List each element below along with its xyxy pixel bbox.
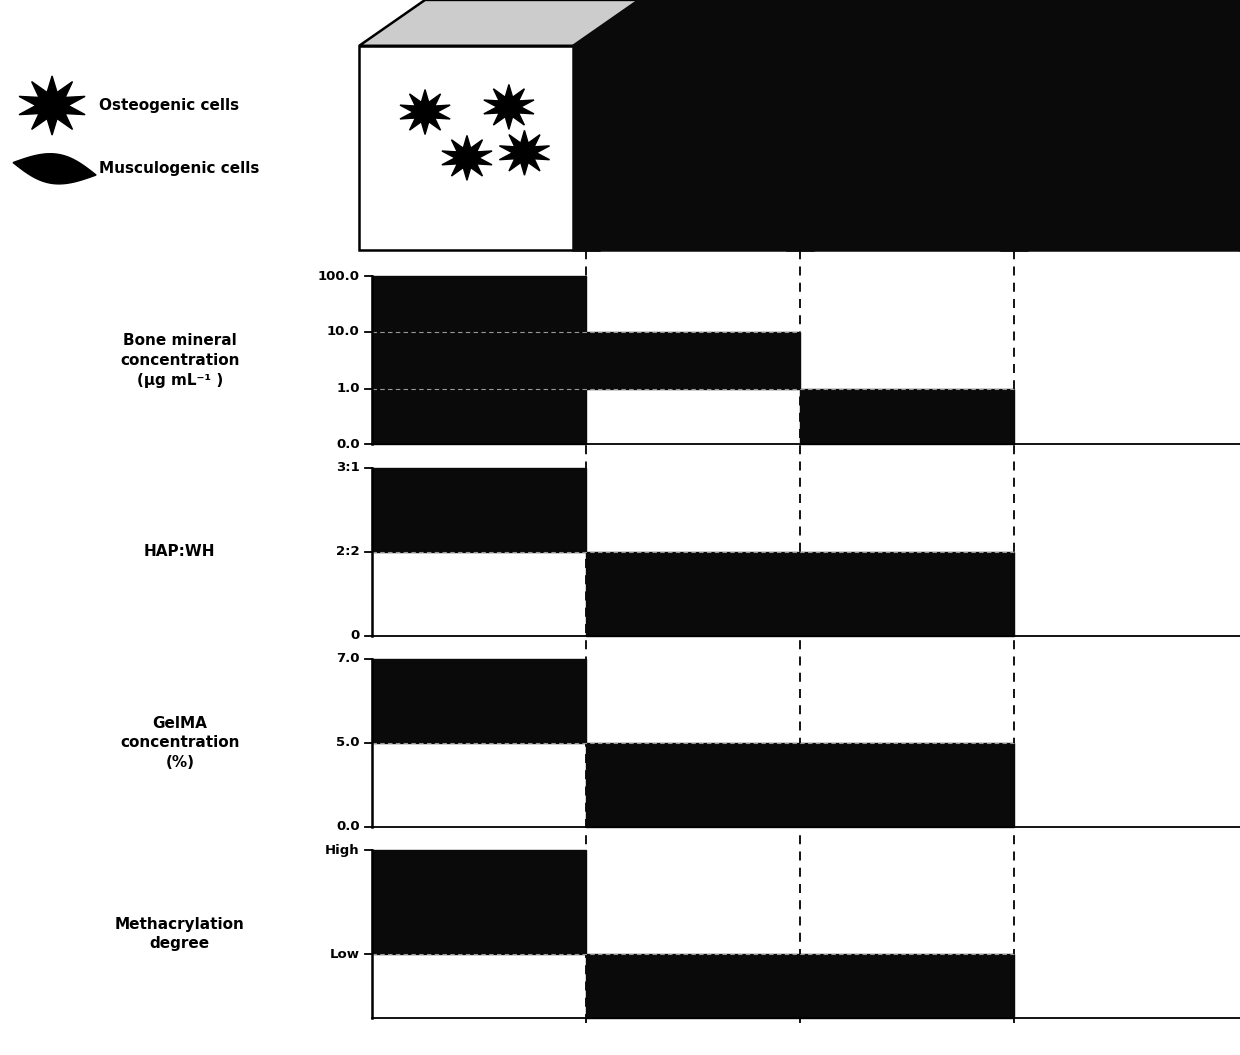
- Text: Interface 2: Interface 2: [852, 4, 962, 22]
- Polygon shape: [14, 154, 95, 184]
- Polygon shape: [573, 0, 878, 45]
- Text: 2:2: 2:2: [336, 545, 360, 558]
- Polygon shape: [1001, 45, 1240, 250]
- Polygon shape: [500, 131, 549, 175]
- Text: Osteogenic cells: Osteogenic cells: [99, 98, 239, 113]
- Text: 1.0: 1.0: [336, 383, 360, 396]
- Polygon shape: [1001, 0, 1240, 45]
- Text: 7.0: 7.0: [336, 652, 360, 666]
- Bar: [585, 332, 800, 389]
- Text: Muscle: Muscle: [1085, 4, 1156, 22]
- Polygon shape: [812, 0, 878, 250]
- Text: 0: 0: [351, 629, 360, 642]
- Text: Musculogenic cells: Musculogenic cells: [99, 161, 259, 176]
- Polygon shape: [787, 45, 1027, 250]
- Polygon shape: [441, 135, 492, 180]
- Text: Bone: Bone: [454, 4, 505, 22]
- Polygon shape: [19, 76, 86, 135]
- Text: 10.0: 10.0: [327, 325, 360, 339]
- Bar: [585, 743, 1013, 827]
- Bar: [372, 276, 585, 444]
- Polygon shape: [401, 90, 450, 134]
- Text: 100.0: 100.0: [317, 270, 360, 283]
- Text: Methacrylation
degree: Methacrylation degree: [115, 917, 244, 952]
- Text: 0.0: 0.0: [336, 438, 360, 450]
- Text: HAP:WH: HAP:WH: [144, 544, 216, 559]
- Text: 5.0: 5.0: [336, 736, 360, 749]
- Text: High: High: [325, 844, 360, 857]
- Polygon shape: [360, 45, 599, 250]
- Bar: [800, 389, 1013, 444]
- Text: Low: Low: [330, 947, 360, 961]
- Polygon shape: [360, 0, 665, 45]
- Polygon shape: [573, 45, 812, 250]
- Polygon shape: [1027, 0, 1092, 250]
- Polygon shape: [599, 0, 665, 250]
- Text: Interface 1: Interface 1: [637, 4, 748, 22]
- Bar: [372, 850, 585, 954]
- Bar: [585, 552, 1013, 635]
- Bar: [585, 954, 1013, 1018]
- Polygon shape: [787, 0, 1092, 45]
- Text: Bone mineral
concentration
(μg mL⁻¹ ): Bone mineral concentration (μg mL⁻¹ ): [120, 333, 239, 388]
- Text: 0.0: 0.0: [336, 821, 360, 833]
- Polygon shape: [484, 84, 534, 130]
- Text: GelMA
concentration
(%): GelMA concentration (%): [120, 715, 239, 770]
- Bar: [372, 467, 585, 552]
- Bar: [372, 658, 585, 743]
- Text: 3:1: 3:1: [336, 461, 360, 474]
